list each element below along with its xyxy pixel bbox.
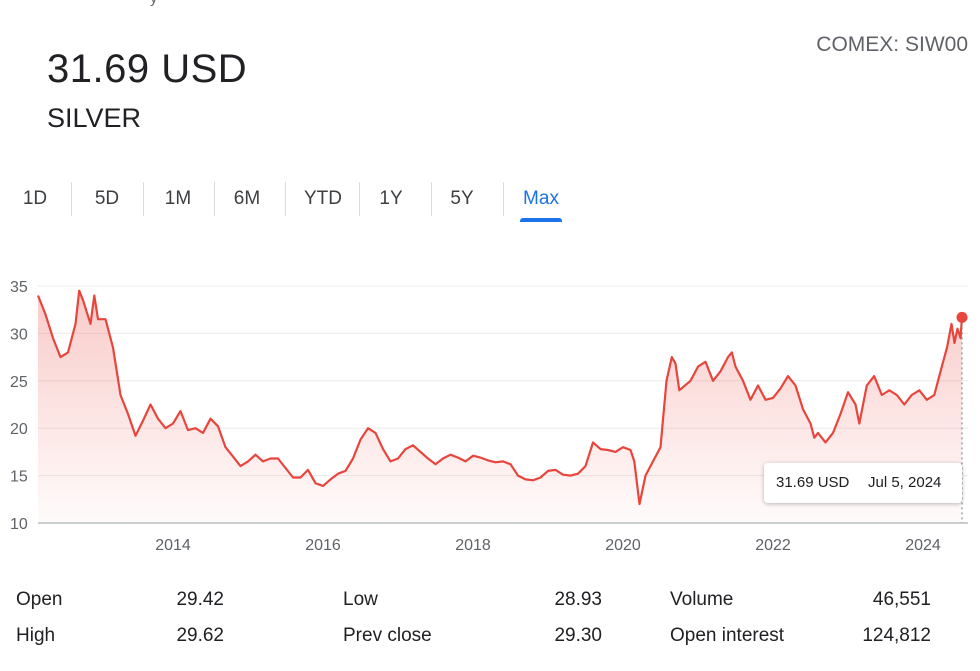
- exchange-symbol[interactable]: COMEX: SIW00: [816, 33, 968, 56]
- price-chart[interactable]: 10 15 20 25 30 35 2014 2016 2018 2020 2022 2024: [0, 270, 980, 560]
- x-tick-label: 2016: [305, 537, 341, 554]
- stat-label-open: Open: [16, 589, 63, 610]
- tab-ytd[interactable]: YTD: [300, 180, 346, 218]
- x-tick-label: 2024: [905, 537, 941, 554]
- instrument-name: SILVER: [47, 103, 142, 133]
- tab-label: 1Y: [379, 188, 403, 209]
- active-tab-indicator: [520, 218, 562, 222]
- tab-label: 5Y: [450, 188, 474, 209]
- stat-value-low: 28.93: [554, 589, 602, 610]
- current-price: 31.69 USD: [47, 47, 248, 91]
- stat-value-prev-close: 29.30: [554, 625, 602, 646]
- tab-label: 1M: [164, 188, 192, 209]
- stat-value-volume: 46,551: [872, 589, 931, 610]
- tab-label: 5D: [94, 188, 120, 209]
- stat-value-high: 29.62: [176, 625, 224, 646]
- tab-divider: [431, 182, 432, 216]
- tooltip-value: 31.69 USD: [776, 474, 850, 491]
- tab-5d[interactable]: 5D: [86, 180, 128, 218]
- range-tabs: 1D 5D 1M 6M YTD 1Y 5Y Max: [0, 180, 600, 224]
- tab-divider: [71, 182, 72, 216]
- hover-point: [956, 311, 968, 323]
- tab-divider: [214, 182, 215, 216]
- y-tick-label: 30: [10, 326, 28, 343]
- tab-max[interactable]: Max: [520, 180, 562, 222]
- tab-divider: [359, 182, 360, 216]
- stat-value-open-interest: 124,812: [862, 625, 931, 646]
- truncated-text: y: [150, 0, 158, 7]
- price-line: [36, 289, 964, 506]
- tab-5y[interactable]: 5Y: [441, 180, 483, 218]
- tab-6m[interactable]: 6M: [226, 180, 268, 218]
- x-tick-label: 2018: [455, 537, 491, 554]
- x-tick-label: 2020: [605, 537, 641, 554]
- y-tick-label: 10: [10, 516, 28, 533]
- tab-label: Max: [523, 188, 559, 209]
- stat-label-low: Low: [343, 589, 378, 610]
- tab-divider: [503, 182, 504, 216]
- tab-1y[interactable]: 1Y: [370, 180, 412, 218]
- tab-divider: [285, 182, 286, 216]
- tab-label: YTD: [304, 188, 342, 209]
- x-tick-label: 2014: [155, 537, 191, 554]
- y-tick-label: 15: [10, 469, 28, 486]
- stat-label-open-interest: Open interest: [670, 625, 785, 646]
- stat-value-open: 29.42: [176, 589, 224, 610]
- tab-label: 1D: [22, 188, 48, 209]
- x-tick-label: 2022: [755, 537, 791, 554]
- tab-divider: [143, 182, 144, 216]
- chart-tooltip: 31.69 USD Jul 5, 2024: [764, 463, 962, 503]
- y-tick-label: 20: [10, 421, 28, 438]
- stat-label-prev-close: Prev close: [343, 625, 432, 646]
- stat-label-high: High: [16, 625, 56, 646]
- area-fill: [38, 290, 962, 523]
- y-tick-label: 25: [10, 374, 28, 391]
- tab-1d[interactable]: 1D: [14, 180, 56, 218]
- tooltip-date: Jul 5, 2024: [868, 474, 942, 491]
- stat-label-volume: Volume: [670, 589, 734, 610]
- y-tick-label: 35: [10, 279, 28, 296]
- tab-label: 6M: [233, 188, 261, 209]
- tab-1m[interactable]: 1M: [157, 180, 199, 218]
